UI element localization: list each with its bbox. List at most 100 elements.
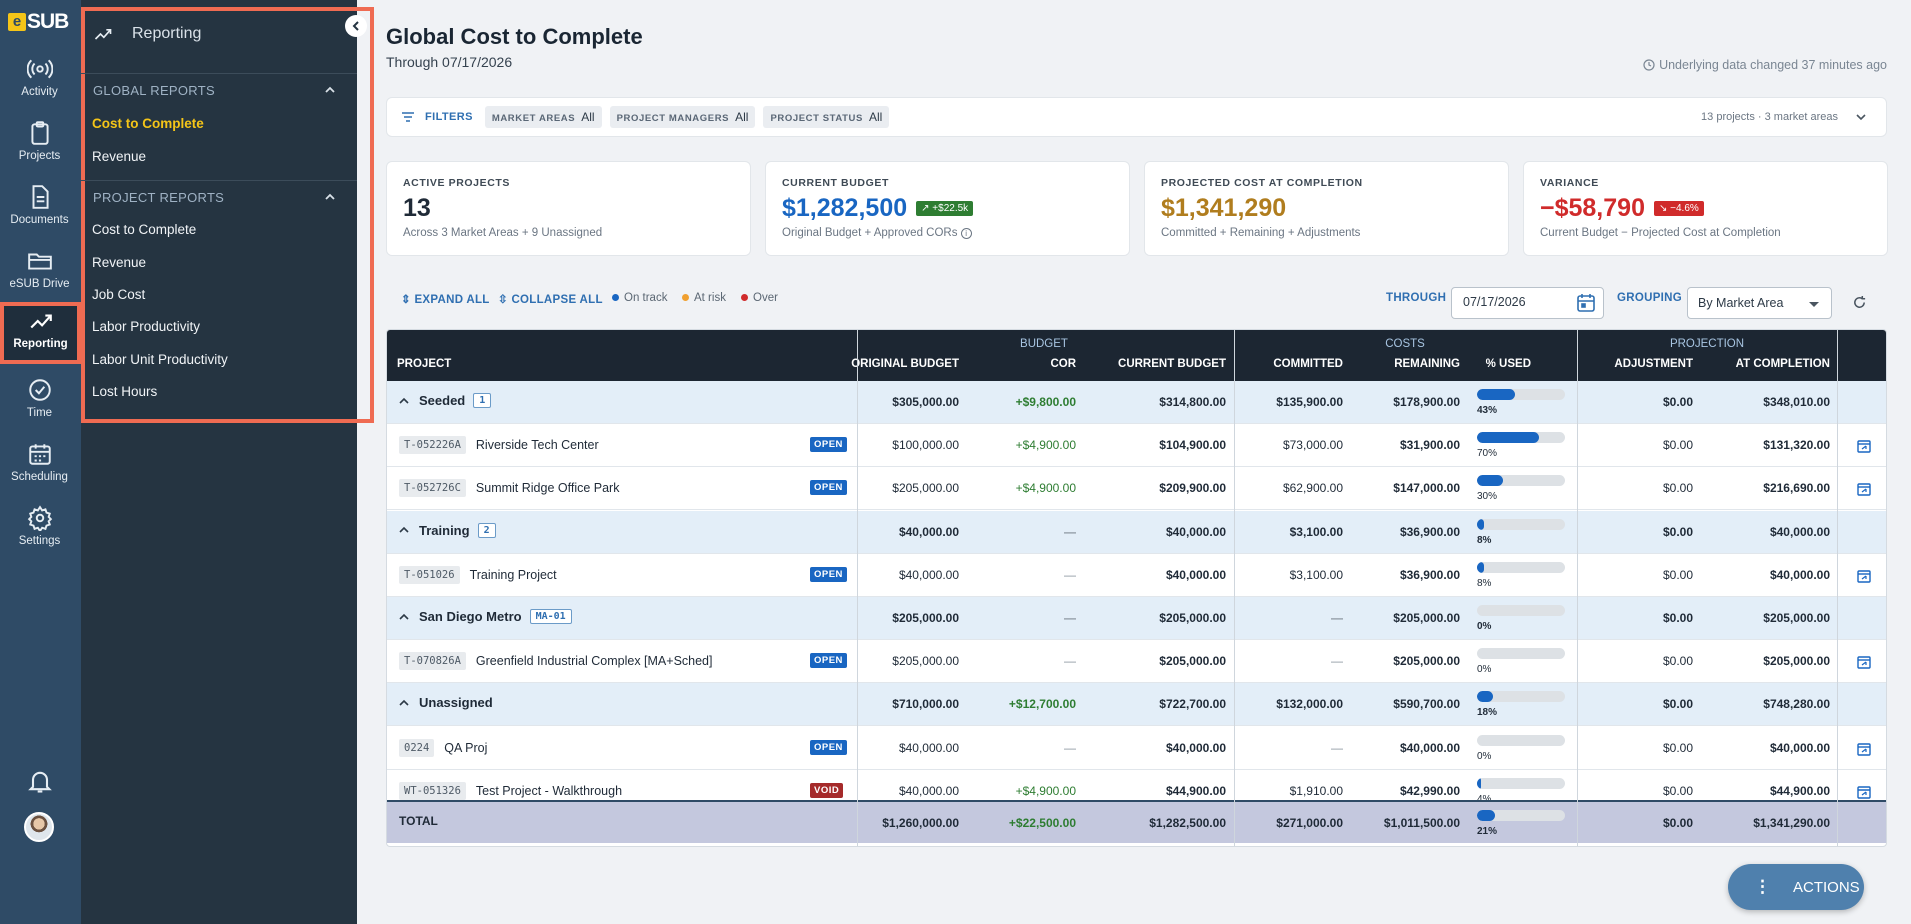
filter-chip-project-status[interactable]: PROJECT STATUS All [763, 106, 890, 128]
open-project-icon[interactable] [1857, 482, 1871, 497]
project-code: 0224 [399, 738, 435, 757]
project-name[interactable]: T-051026 Training Project [399, 565, 557, 584]
th-project[interactable]: PROJECT [397, 358, 452, 370]
info-icon[interactable]: i [960, 228, 972, 239]
open-project-icon[interactable] [1857, 439, 1871, 453]
cell-original: $40,000.00 [898, 524, 959, 539]
filter-chip-project-managers[interactable]: PROJECT MANAGERS All [609, 106, 756, 128]
nav-project-cost-to-complete[interactable]: Cost to Complete [92, 222, 197, 237]
table-row[interactable]: T-070826A Greenfield Industrial Complex [… [387, 640, 1886, 684]
open-project-icon[interactable] [1857, 655, 1871, 669]
chevron-up-icon[interactable] [399, 698, 409, 708]
grouping-select[interactable]: By Market Area [1687, 287, 1832, 319]
table-row[interactable]: T-052726C Summit Ridge Office Park OPEN $20… [387, 467, 1886, 511]
nav-labor-productivity[interactable]: Labor Productivity [92, 319, 201, 334]
refresh-icon[interactable] [1852, 295, 1867, 310]
group-name[interactable]: Unassigned [399, 695, 493, 710]
th-cor[interactable]: COR [1050, 358, 1076, 370]
group-name[interactable]: San Diego Metro MA-01 [399, 609, 572, 624]
rail-item-scheduling[interactable]: Scheduling [0, 435, 79, 497]
collapse-all-button[interactable]: ⇳ COLLAPSE ALL [498, 292, 603, 306]
cell-cor: +$4,900.00 [1015, 481, 1076, 496]
nav-global-cost-to-complete[interactable]: Cost to Complete [92, 116, 204, 131]
pct-used-bar [1477, 475, 1565, 487]
cell-remaining: $205,000.00 [1393, 611, 1460, 625]
project-name[interactable]: 0224 QA Proj [399, 738, 487, 757]
rail-item-settings[interactable]: Settings [0, 499, 79, 561]
chevron-up-icon[interactable] [399, 525, 409, 535]
rail-item-reporting[interactable]: Reporting [0, 302, 81, 364]
data-updated-note: Underlying data changed 37 minutes ago [1643, 58, 1887, 72]
th-at-completion[interactable]: AT COMPLETION [1735, 358, 1830, 370]
open-project-icon[interactable] [1857, 569, 1871, 583]
th-original-budget[interactable]: ORIGINAL BUDGET [851, 358, 959, 370]
kpi-current-budget: CURRENT BUDGET $1,282,500 ↗ +$22.5k Origi… [765, 161, 1130, 256]
esub-logo[interactable]: e SUB [8, 10, 69, 33]
filter-chip-market-areas[interactable]: MARKET AREAS All [484, 106, 602, 128]
rail-item-activity[interactable]: Activity [0, 50, 79, 112]
nav-labor-unit-productivity[interactable]: Labor Unit Productivity [92, 352, 228, 367]
user-avatar[interactable] [24, 812, 54, 842]
cell-adjustment: $0.00 [1662, 481, 1693, 496]
nav-global-revenue[interactable]: Revenue [92, 149, 147, 164]
kpi-label: CURRENT BUDGET [782, 177, 889, 189]
rail-item-projects[interactable]: Projects [0, 114, 79, 176]
group-header-budget: BUDGET [1020, 338, 1068, 350]
th-current-budget[interactable]: CURRENT BUDGET [1118, 358, 1226, 370]
cell-remaining: $147,000.00 [1393, 481, 1460, 496]
global-reports-section[interactable]: GLOBAL REPORTS [81, 74, 357, 106]
cell-committed: $3,100.00 [1289, 524, 1343, 539]
group-name[interactable]: Seeded 1 [399, 393, 492, 408]
collapse-nav-button[interactable] [345, 15, 367, 37]
open-project-icon[interactable] [1857, 785, 1871, 799]
th-adjustment[interactable]: ADJUSTMENT [1614, 358, 1693, 370]
group-row[interactable]: San Diego Metro MA-01 $205,000.00 — $205,000… [387, 597, 1886, 640]
nav-lost-hours[interactable]: Lost Hours [92, 384, 158, 399]
project-reports-section[interactable]: PROJECT REPORTS [81, 181, 357, 213]
th-pct-used[interactable]: % USED [1485, 358, 1531, 370]
bell-icon[interactable] [26, 767, 54, 795]
chevron-up-icon [325, 193, 335, 200]
group-row[interactable]: Training 2 $40,000.00 — $40,000.00 $3,100.00 $… [387, 510, 1886, 554]
rail-item-esub-drive[interactable]: eSUB Drive [0, 242, 79, 304]
project-label: Test Project - Walkthrough [475, 783, 623, 798]
chevron-up-icon [325, 86, 335, 93]
project-name[interactable]: WT-051326 Test Project - Walkthrough [399, 781, 623, 800]
legend-dot [741, 294, 748, 301]
kpi-number: 13 [403, 194, 431, 222]
section-title: GLOBAL REPORTS [93, 82, 215, 98]
chevron-down-icon[interactable] [1854, 110, 1868, 124]
cell-original: $40,000.00 [898, 783, 959, 798]
nav-project-revenue[interactable]: Revenue [92, 255, 147, 270]
through-date-input[interactable]: 07/17/2026 [1451, 287, 1604, 319]
group-row[interactable]: Unassigned $710,000.00 +$12,700.00 $722,700… [387, 683, 1886, 727]
actions-button[interactable]: ⋮ ACTIONS [1728, 864, 1864, 910]
rail-label: Activity [21, 86, 58, 98]
rail-item-documents[interactable]: Documents [0, 178, 79, 240]
calendar-icon[interactable] [1577, 293, 1595, 313]
project-name[interactable]: T-070826A Greenfield Industrial Complex [… [399, 652, 712, 671]
pct-used-bar [1477, 777, 1565, 789]
chevron-up-icon[interactable] [399, 612, 409, 622]
expand-all-button[interactable]: ⇕ EXPAND ALL [401, 292, 490, 306]
table-row[interactable]: T-052226A Riverside Tech Center OPEN $100,0… [387, 424, 1886, 468]
th-committed[interactable]: COMMITTED [1273, 358, 1343, 370]
kpi-subtext: Across 3 Market Areas + 9 Unassigned [403, 227, 603, 239]
filter-bar[interactable]: FILTERS MARKET AREAS All PROJECT MANAGERS… [386, 97, 1887, 137]
nav-job-cost[interactable]: Job Cost [92, 287, 146, 302]
project-name[interactable]: T-052226A Riverside Tech Center [399, 436, 599, 455]
caret-down-icon [1809, 302, 1819, 307]
trend-icon [29, 314, 52, 329]
chevron-up-icon[interactable] [399, 396, 409, 406]
th-remaining[interactable]: REMAINING [1394, 358, 1460, 370]
open-project-icon[interactable] [1857, 742, 1871, 756]
table-row[interactable]: 0224 QA Proj OPEN $40,000.00 — $40,000.00 — $40… [387, 727, 1886, 770]
pct-used-label: 8% [1477, 534, 1492, 546]
group-row[interactable]: Seeded 1 $305,000.00 +$9,800.00 $314,800.00 $… [387, 381, 1886, 424]
group-name[interactable]: Training 2 [399, 522, 496, 538]
project-name[interactable]: T-052726C Summit Ridge Office Park [399, 479, 619, 498]
pct-used-fill [1477, 518, 1485, 530]
project-code: T-052226A [399, 436, 466, 455]
rail-item-time[interactable]: Time [0, 371, 79, 433]
table-row[interactable]: T-051026 Training Project OPEN $40,000.00 — $… [387, 554, 1886, 597]
